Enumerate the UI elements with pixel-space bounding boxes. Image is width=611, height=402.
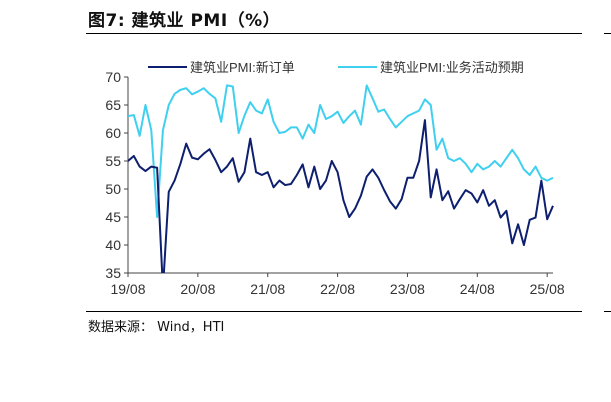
source-divider (86, 311, 582, 312)
y-tick-label: 60 (105, 125, 121, 141)
title-divider (86, 33, 582, 34)
data-source-note: 数据来源： Wind，HTI (88, 320, 225, 335)
y-tick-label: 40 (105, 237, 121, 253)
y-tick-label: 65 (105, 97, 121, 113)
neighbor-figure-divider (604, 33, 611, 34)
legend-label-expectations: 建筑业PMI:业务活动预期 (380, 60, 524, 75)
series-line-new-orders (128, 119, 554, 273)
chart-plot-area (128, 84, 554, 273)
y-tick-label: 45 (105, 209, 121, 225)
x-tick-label: 23/08 (390, 281, 425, 297)
x-tick-label: 21/08 (250, 281, 285, 297)
x-tick-label: 20/08 (180, 281, 215, 297)
figure-title: 图7: 建筑业 PMI（%） (88, 11, 281, 31)
x-tick-label: 22/08 (320, 281, 355, 297)
x-tick-label: 25/08 (530, 281, 565, 297)
x-tick-label: 19/08 (110, 281, 145, 297)
chart-legend: 建筑业PMI:新订单 建筑业PMI:业务活动预期 (148, 60, 524, 75)
y-tick-label: 35 (105, 265, 121, 281)
y-tick-label: 70 (105, 69, 121, 85)
neighbor-figure-divider-bottom (604, 311, 611, 312)
y-tick-label: 50 (105, 181, 121, 197)
chart-axes: 35 40 45 50 55 60 65 70 19/08 20/08 21/08 22/08 23/0… (105, 69, 564, 297)
x-tick-label: 24/08 (460, 281, 495, 297)
y-tick-label: 55 (105, 153, 121, 169)
legend-label-new-orders: 建筑业PMI:新订单 (190, 60, 295, 75)
series-line-expectations (128, 84, 554, 218)
